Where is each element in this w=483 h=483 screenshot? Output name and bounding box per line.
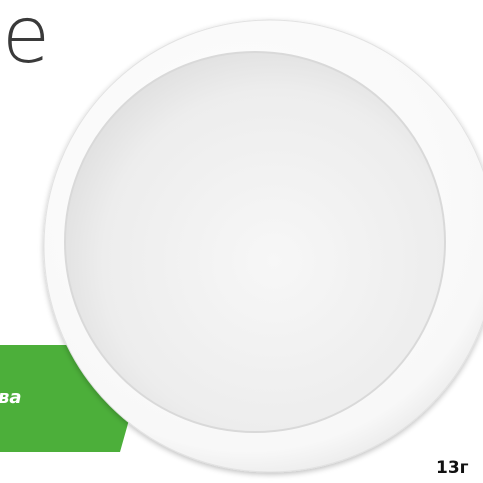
product-image: e ва 13г [0,0,483,483]
banner-text: ва [0,387,22,408]
size-label: 13г [436,458,469,478]
light-panel-lens [65,52,445,432]
page: e ва 13г (() => { const data = JSON.pars… [0,0,483,483]
heading-text: e [2,0,50,81]
